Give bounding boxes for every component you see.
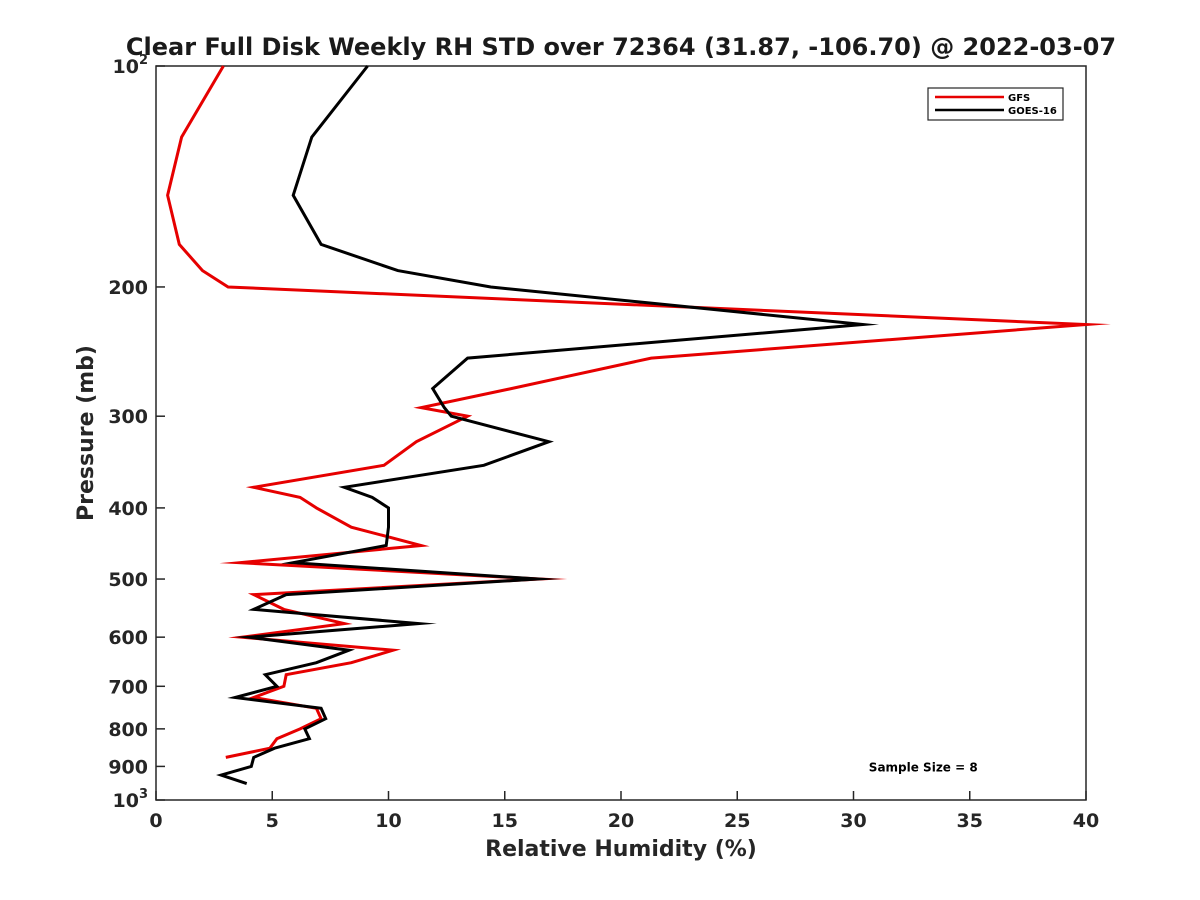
x-tick-label: 25 xyxy=(724,810,750,832)
y-tick-label: 800 xyxy=(108,719,148,741)
x-tick-label: 30 xyxy=(840,810,866,832)
ticks-layer: 0 5 10 15 20 25 30 35 40 102 200 300 400 500 600 700 800… xyxy=(108,53,1099,832)
y-tick-label: 102 xyxy=(113,53,149,78)
x-tick-label: 20 xyxy=(608,810,634,832)
y-tick-label: 200 xyxy=(108,277,148,299)
x-tick-label: 40 xyxy=(1073,810,1099,832)
y-tick-label: 600 xyxy=(108,627,148,649)
y-tick-label: 500 xyxy=(108,569,148,591)
y-tick-label: 400 xyxy=(108,498,148,520)
legend-label-goes16: GOES-16 xyxy=(1008,106,1057,117)
series-layer xyxy=(166,65,1111,786)
y-tick-label: 103 xyxy=(113,787,149,812)
y-tick-label: 300 xyxy=(108,406,148,428)
series-line-gfs xyxy=(166,65,1111,759)
y-tick-label: 700 xyxy=(108,676,148,698)
legend-box xyxy=(927,87,1064,121)
x-tick-label: 15 xyxy=(492,810,518,832)
y-axis-label: Pressure (mb) xyxy=(74,345,99,521)
x-tick-label: 35 xyxy=(957,810,983,832)
x-axis-label: Relative Humidity (%) xyxy=(485,837,757,862)
plot-frame xyxy=(155,65,1087,801)
legend-label-gfs: GFS xyxy=(1008,93,1030,104)
legend: GFS GOES-16 xyxy=(927,87,1064,121)
x-tick-label: 0 xyxy=(149,810,162,832)
annotations-layer: Sample Size = 8 xyxy=(869,760,978,774)
chart-title: Clear Full Disk Weekly RH STD over 72364… xyxy=(126,33,1116,61)
x-tick-label: 10 xyxy=(375,810,401,832)
y-tick-label: 900 xyxy=(108,756,148,778)
x-tick-label: 5 xyxy=(266,810,279,832)
series-line-goes16 xyxy=(216,65,880,786)
sample-size-annotation: Sample Size = 8 xyxy=(869,760,978,774)
